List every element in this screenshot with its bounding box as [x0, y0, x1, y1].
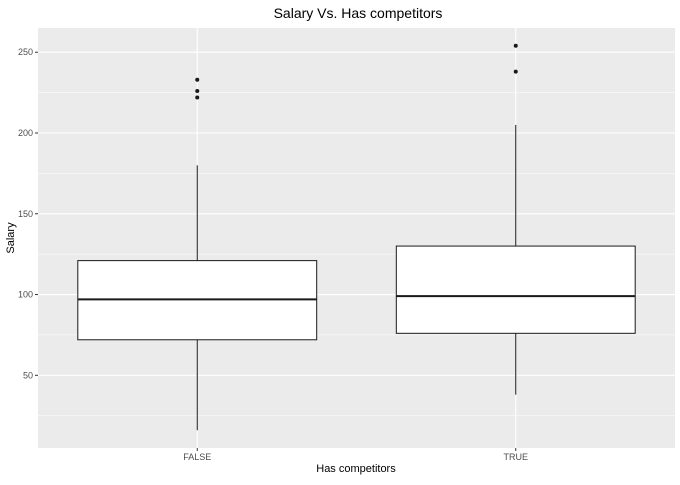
box-false	[77, 77, 318, 431]
plot-panel	[38, 28, 675, 448]
outlier-point	[195, 95, 200, 100]
outlier-point	[195, 89, 200, 93]
outlier-point	[513, 43, 518, 48]
x-axis: FALSE TRUE	[183, 448, 528, 462]
chart-title: Salary Vs. Has competitors	[274, 5, 443, 21]
iqr-box	[395, 245, 636, 334]
y-axis-title: Salary	[5, 222, 17, 254]
y-tick-label: 200	[18, 128, 33, 138]
outlier-point	[195, 77, 200, 82]
x-tick-label: FALSE	[183, 452, 211, 462]
y-tick-label: 150	[18, 209, 33, 219]
boxes	[77, 43, 636, 431]
x-tick-label: TRUE	[504, 452, 529, 462]
y-tick-label: 250	[18, 47, 33, 57]
y-tick-label: 50	[23, 370, 33, 380]
x-axis-title: Has competitors	[316, 463, 396, 475]
outlier-point	[513, 69, 518, 74]
y-axis: 50 100 150 200 250	[18, 47, 38, 380]
y-tick-label: 100	[18, 290, 33, 300]
box-true	[395, 43, 636, 395]
